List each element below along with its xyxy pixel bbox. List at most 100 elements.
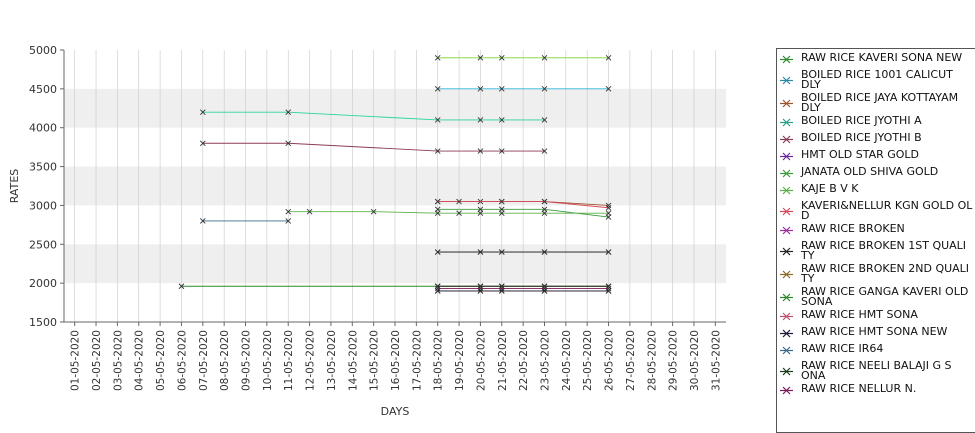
data-point[interactable] bbox=[285, 208, 292, 215]
legend-item[interactable]: RAW RICE HMT SONA NEW bbox=[777, 325, 975, 339]
data-point[interactable] bbox=[498, 249, 505, 255]
legend-item[interactable]: RAW RICE BROKEN 2ND QUALI TY bbox=[777, 263, 975, 284]
data-point[interactable] bbox=[306, 208, 313, 215]
data-point[interactable] bbox=[178, 283, 185, 290]
data-point[interactable] bbox=[541, 288, 548, 294]
legend-item[interactable]: RAW RICE NELLUR N. bbox=[777, 382, 975, 396]
y-tick-labels: 1500 2000 2500 3000 3500 4000 4500 5000 bbox=[29, 44, 64, 329]
legend-item[interactable]: BOILED RICE 1001 CALICUT DLY bbox=[777, 69, 975, 90]
legend-marker-icon bbox=[780, 367, 793, 376]
x-tick-label: 29-05-2020 bbox=[668, 330, 680, 391]
legend-item[interactable]: RAW RICE IR64 bbox=[777, 342, 975, 356]
legend-label: RAW RICE HMT SONA bbox=[801, 308, 918, 321]
data-point[interactable] bbox=[477, 285, 484, 292]
legend-item[interactable]: KAJE B V K bbox=[777, 183, 975, 196]
data-point[interactable] bbox=[477, 117, 484, 123]
data-point[interactable] bbox=[498, 283, 505, 290]
legend-label: RAW RICE IR64 bbox=[801, 342, 884, 355]
legend-label: RAW RICE BROKEN 1ST QUALI TY bbox=[801, 239, 967, 262]
data-point[interactable] bbox=[498, 148, 505, 154]
series bbox=[434, 285, 612, 292]
data-point[interactable] bbox=[434, 249, 441, 255]
data-point[interactable] bbox=[498, 198, 505, 205]
legend-marker-icon bbox=[780, 226, 793, 235]
legend-item[interactable]: BOILED RICE JYOTHI A bbox=[777, 115, 975, 128]
y-tick-label: 3500 bbox=[29, 161, 57, 174]
data-point[interactable] bbox=[605, 283, 612, 290]
legend-item[interactable]: BOILED RICE JAYA KOTTAYAM DLY bbox=[777, 91, 975, 114]
data-point[interactable] bbox=[477, 283, 484, 290]
data-point[interactable] bbox=[285, 218, 292, 224]
x-tick-label: 20-05-2020 bbox=[475, 330, 487, 391]
data-point[interactable] bbox=[498, 117, 505, 123]
legend-item[interactable]: KAVERI&NELLUR KGN GOLD OL D bbox=[777, 200, 975, 221]
data-point[interactable] bbox=[541, 283, 548, 290]
data-point[interactable] bbox=[541, 249, 548, 255]
data-point[interactable] bbox=[541, 148, 548, 154]
data-point[interactable] bbox=[498, 210, 505, 217]
legend-item[interactable]: RAW RICE GANGA KAVERI OLD SONA bbox=[777, 286, 975, 307]
data-point[interactable] bbox=[477, 86, 484, 92]
data-point[interactable] bbox=[498, 288, 505, 294]
data-point[interactable] bbox=[434, 54, 441, 61]
legend-marker-icon bbox=[780, 329, 793, 338]
data-point[interactable] bbox=[477, 210, 484, 217]
data-point[interactable] bbox=[199, 218, 206, 224]
legend-label: RAW RICE HMT SONA NEW bbox=[801, 325, 948, 338]
data-point[interactable] bbox=[605, 288, 612, 294]
legend-marker-icon bbox=[780, 152, 793, 161]
data-point[interactable] bbox=[199, 140, 206, 147]
series bbox=[434, 283, 612, 290]
data-point[interactable] bbox=[498, 54, 505, 61]
legend-label: RAW RICE NELLUR N. bbox=[801, 382, 917, 395]
data-point[interactable] bbox=[541, 117, 548, 123]
data-point[interactable] bbox=[434, 117, 441, 123]
data-point[interactable] bbox=[541, 210, 548, 217]
data-point[interactable] bbox=[605, 202, 612, 209]
legend-item[interactable]: BOILED RICE JYOTHI B bbox=[777, 132, 975, 145]
data-point[interactable] bbox=[285, 140, 292, 147]
data-point[interactable] bbox=[434, 283, 441, 290]
legend-item[interactable]: HMT OLD STAR GOLD bbox=[777, 149, 975, 162]
data-point[interactable] bbox=[456, 210, 462, 217]
data-point[interactable] bbox=[434, 288, 441, 294]
data-point[interactable] bbox=[434, 86, 441, 92]
legend-label: BOILED RICE JAYA KOTTAYAM DLY bbox=[801, 91, 959, 114]
data-point[interactable] bbox=[477, 54, 484, 61]
data-point[interactable] bbox=[605, 86, 612, 92]
data-point[interactable] bbox=[434, 210, 441, 217]
data-point[interactable] bbox=[477, 249, 484, 255]
legend-item[interactable]: RAW RICE BROKEN 1ST QUALI TY bbox=[777, 239, 975, 262]
data-point[interactable] bbox=[605, 204, 612, 211]
data-point[interactable] bbox=[605, 54, 612, 61]
x-tick-label: 07-05-2020 bbox=[198, 330, 210, 391]
data-point[interactable] bbox=[541, 54, 548, 61]
legend-item[interactable]: RAW RICE NEELI BALAJI G S ONA bbox=[777, 360, 975, 381]
legend-item[interactable]: RAW RICE BROKEN bbox=[777, 223, 975, 236]
data-point[interactable] bbox=[477, 288, 484, 294]
data-point[interactable] bbox=[199, 109, 206, 115]
data-point[interactable] bbox=[456, 198, 462, 205]
data-point[interactable] bbox=[434, 148, 441, 154]
vertical-grid bbox=[74, 50, 716, 322]
x-axis-label: DAYS bbox=[381, 405, 410, 418]
legend-item[interactable]: JANATA OLD SHIVA GOLD bbox=[777, 166, 975, 179]
x-tick-label: 05-05-2020 bbox=[155, 330, 167, 391]
data-point[interactable] bbox=[370, 208, 377, 215]
data-point[interactable] bbox=[434, 285, 441, 292]
data-point[interactable] bbox=[541, 285, 548, 292]
data-point[interactable] bbox=[541, 198, 548, 205]
x-tick-labels: 01-05-2020 02-05-2020 03-05-2020 04-05-2020… bbox=[70, 322, 722, 391]
x-tick-label: 10-05-2020 bbox=[262, 330, 274, 391]
data-point[interactable] bbox=[605, 210, 612, 217]
data-point[interactable] bbox=[434, 198, 441, 205]
data-point[interactable] bbox=[477, 148, 484, 154]
legend-item[interactable]: RAW RICE KAVERI SONA NEW bbox=[777, 52, 975, 65]
data-point[interactable] bbox=[498, 86, 505, 92]
data-point[interactable] bbox=[541, 86, 548, 92]
data-point[interactable] bbox=[605, 249, 612, 255]
legend-item[interactable]: RAW RICE HMT SONA bbox=[777, 308, 975, 322]
data-point[interactable] bbox=[605, 285, 612, 292]
data-point[interactable] bbox=[498, 285, 505, 292]
data-point[interactable] bbox=[285, 109, 292, 115]
